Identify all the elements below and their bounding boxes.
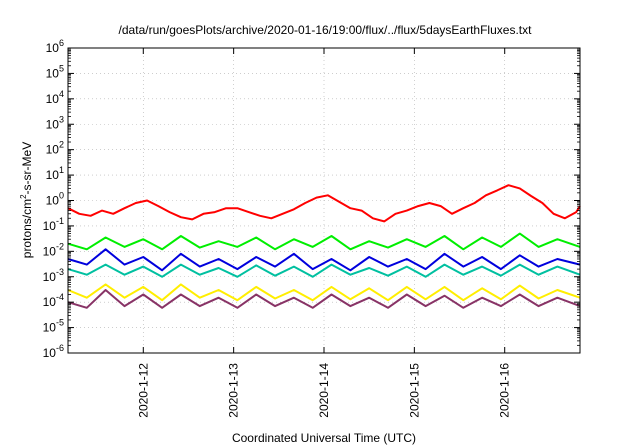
y-axis: 10-6 10-5 10-4 10-3 10-2 10-1 100 101 102 103 104 1…	[43, 38, 580, 360]
x-tick-label: 2020-1-15	[407, 363, 421, 418]
x-tick-label: 2020-1-16	[498, 363, 512, 418]
x-axis: 2020-1-12 2020-1-13 2020-1-14 2020-1-15 2020…	[136, 48, 512, 418]
y-tick-label: 10-5	[43, 318, 64, 335]
y-tick-label: 105	[46, 63, 64, 80]
series-line-4	[67, 263, 581, 278]
x-tick-label: 2020-1-13	[227, 363, 241, 418]
y-tick-label: 100	[46, 191, 64, 208]
y-tick-label: 103	[46, 114, 64, 131]
series-line-6	[67, 289, 581, 309]
y-tick-label: 10-1	[43, 216, 64, 233]
series-line-2	[67, 232, 581, 251]
grid-lines	[68, 48, 580, 353]
series-group	[67, 184, 581, 309]
series-line-1	[67, 184, 581, 223]
y-tick-label: 10-2	[43, 241, 64, 258]
y-tick-label: 10-4	[43, 292, 64, 309]
y-tick-label: 102	[46, 140, 64, 157]
y-tick-label: 10-6	[43, 343, 64, 360]
series-line-3	[67, 248, 581, 272]
x-tick-label: 2020-1-14	[317, 363, 331, 418]
y-tick-label: 106	[46, 38, 64, 55]
chart-title: /data/run/goesPlots/archive/2020-01-16/1…	[119, 23, 533, 37]
y-axis-label: protons/cm2-s-sr-MeV	[19, 142, 34, 258]
y-tick-label: 104	[46, 89, 64, 106]
y-tick-label: 10-3	[43, 267, 64, 284]
x-axis-label: Coordinated Universal Time (UTC)	[232, 431, 416, 445]
x-tick-label: 2020-1-12	[136, 363, 150, 418]
y-tick-label: 101	[46, 165, 64, 182]
series-line-5	[67, 283, 581, 302]
